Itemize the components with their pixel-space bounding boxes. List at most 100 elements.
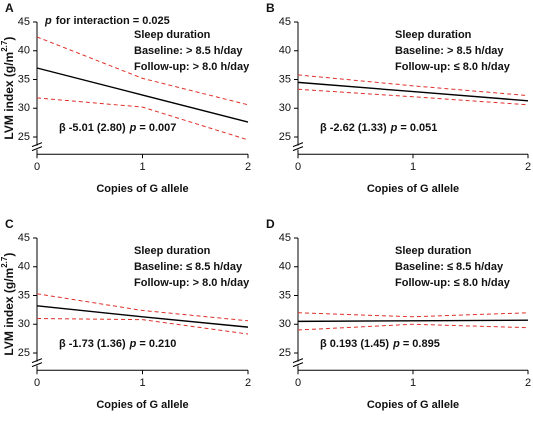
ci-line xyxy=(36,318,249,335)
y-label-sup: 2.7 xyxy=(0,256,9,268)
annotation: Follow-up: ≤ 8.0 h/day xyxy=(395,277,511,289)
stat-text: β -1.73 (1.36) p = 0.210 xyxy=(59,338,176,350)
ci-line xyxy=(297,312,529,318)
y-tick-label: 40 xyxy=(18,45,30,57)
annotation: Follow-up: > 8.0 h/day xyxy=(134,277,250,289)
panel-label: D xyxy=(266,217,275,231)
y-tick-label: 25 xyxy=(18,347,30,359)
x-tick-label: 0 xyxy=(34,377,40,389)
y-tick-label: 40 xyxy=(18,261,30,273)
y-tick-label: 45 xyxy=(279,232,291,244)
ci-line xyxy=(36,293,249,322)
x-tick-label: 1 xyxy=(139,377,145,389)
y-tick-label: 35 xyxy=(279,73,291,85)
x-tick-label: 2 xyxy=(525,377,531,389)
axis-break xyxy=(292,142,304,148)
annotation: Baseline: > 8.5 h/day xyxy=(134,45,243,57)
stat-p-value: = 0.895 xyxy=(403,338,440,350)
y-axis-label: LVM index (g/m2.7) xyxy=(0,37,16,140)
stat-p: p xyxy=(390,122,398,134)
annotation: Sleep duration xyxy=(134,29,211,41)
x-tick-label: 0 xyxy=(295,377,301,389)
y-tick-label: 30 xyxy=(279,102,291,114)
x-tick-label: 1 xyxy=(139,161,145,173)
panel-label: A xyxy=(5,1,14,15)
annotation: Baseline: > 8.5 h/day xyxy=(395,45,504,57)
axis-break xyxy=(292,146,304,152)
ci-line xyxy=(297,88,529,106)
axis-break-gap xyxy=(35,361,39,366)
interaction-rest: for interaction = 0.025 xyxy=(56,15,170,27)
annotation: Sleep duration xyxy=(134,245,211,257)
y-tick-label: 35 xyxy=(18,289,30,301)
interaction-text: p for interaction = 0.025 xyxy=(44,15,170,27)
y-tick-label: 25 xyxy=(18,131,30,143)
stat-beta: β -2.62 (1.33) xyxy=(320,122,387,134)
annotation: Sleep duration xyxy=(395,245,472,257)
y-tick-label: 45 xyxy=(279,16,291,28)
annotation: Baseline: ≤ 8.5 h/day xyxy=(395,261,504,273)
y-tick-label: 30 xyxy=(279,318,291,330)
stat-beta: β -1.73 (1.36) xyxy=(59,338,126,350)
fit-line xyxy=(297,319,529,323)
y-label-end: ) xyxy=(2,253,16,257)
ci-line xyxy=(36,97,249,141)
axis-break-gap xyxy=(296,361,300,366)
stat-text: β -2.62 (1.33) p = 0.051 xyxy=(320,122,437,134)
stat-text: β 0.193 (1.45) p = 0.895 xyxy=(320,338,440,350)
stat-beta: β 0.193 (1.45) xyxy=(320,338,389,350)
panel-label: C xyxy=(5,217,14,231)
x-tick-label: 2 xyxy=(245,377,251,389)
x-axis-label: Copies of G allele xyxy=(96,183,188,195)
y-tick-label: 30 xyxy=(18,102,30,114)
x-tick-label: 0 xyxy=(295,161,301,173)
x-tick-label: 0 xyxy=(34,161,40,173)
y-tick-label: 30 xyxy=(18,318,30,330)
x-axis-label: Copies of G allele xyxy=(367,183,459,195)
stat-p: p xyxy=(129,338,137,350)
x-tick-label: 2 xyxy=(525,161,531,173)
y-tick-label: 45 xyxy=(18,232,30,244)
stat-p: p xyxy=(129,122,137,134)
stat-p-value: = 0.210 xyxy=(139,338,176,350)
annotation: Follow-up: ≤ 8.0 h/day xyxy=(395,61,511,73)
axis-break xyxy=(31,146,43,152)
axis-break xyxy=(292,362,304,368)
annotation: Sleep duration xyxy=(395,29,472,41)
y-tick-label: 45 xyxy=(18,16,30,28)
y-tick-label: 25 xyxy=(279,131,291,143)
y-label-end: ) xyxy=(2,37,16,41)
axis-break-gap xyxy=(296,145,300,150)
x-tick-label: 1 xyxy=(410,161,416,173)
x-tick-label: 1 xyxy=(410,377,416,389)
ci-line xyxy=(297,74,529,97)
ci-line xyxy=(297,323,529,331)
fit-line xyxy=(297,81,529,102)
fit-line xyxy=(36,305,249,328)
y-label-sup: 2.7 xyxy=(0,40,9,52)
panel-label: B xyxy=(266,1,275,15)
x-tick-label: 2 xyxy=(245,161,251,173)
stat-p: p xyxy=(392,338,400,350)
annotation: Follow-up: > 8.0 h/day xyxy=(134,61,250,73)
axis-break xyxy=(31,142,43,148)
axis-break xyxy=(292,358,304,364)
stat-text: β -5.01 (2.80) p = 0.007 xyxy=(59,122,176,134)
y-tick-label: 35 xyxy=(279,289,291,301)
interaction-p: p xyxy=(44,15,52,27)
x-axis-label: Copies of G allele xyxy=(96,399,188,411)
fit-line xyxy=(36,67,249,123)
axis-break xyxy=(31,362,43,368)
stat-p-value: = 0.051 xyxy=(400,122,437,134)
ci-line xyxy=(36,36,249,106)
y-tick-label: 25 xyxy=(279,347,291,359)
y-tick-label: 40 xyxy=(279,45,291,57)
stat-beta: β -5.01 (2.80) xyxy=(59,122,126,134)
y-label-text: LVM index (g/m xyxy=(2,268,16,356)
annotation: Baseline: ≤ 8.5 h/day xyxy=(134,261,243,273)
y-label-text: LVM index (g/m xyxy=(2,52,16,140)
axis-break-gap xyxy=(35,145,39,150)
y-tick-label: 40 xyxy=(279,261,291,273)
axis-break xyxy=(31,358,43,364)
